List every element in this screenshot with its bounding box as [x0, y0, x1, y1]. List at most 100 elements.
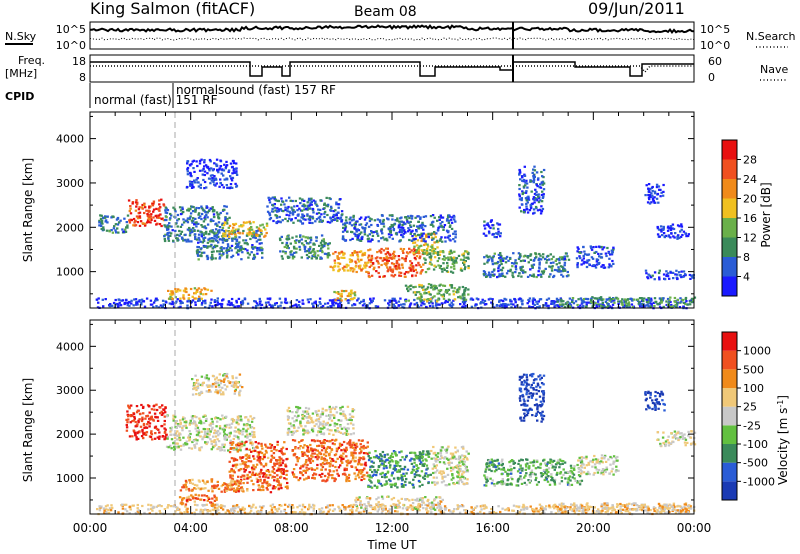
- data-cell: [433, 248, 437, 251]
- data-cell: [647, 193, 650, 197]
- data-cell: [534, 188, 537, 191]
- data-cell: [232, 162, 236, 165]
- data-cell: [238, 391, 241, 394]
- data-cell: [231, 447, 234, 450]
- data-cell: [194, 292, 197, 295]
- data-cell: [425, 287, 429, 291]
- data-cell: [518, 184, 521, 187]
- data-cell: [332, 304, 336, 307]
- data-cell: [645, 298, 648, 301]
- data-cell: [235, 238, 239, 241]
- data-cell: [588, 301, 591, 304]
- data-cell: [621, 504, 625, 507]
- data-cell: [110, 229, 113, 232]
- data-cell: [106, 221, 109, 224]
- data-cell: [349, 254, 352, 257]
- data-cell: [576, 507, 579, 510]
- data-cell: [438, 509, 441, 512]
- data-cell: [336, 216, 340, 220]
- data-cell: [221, 222, 224, 225]
- date-label: 09/Jun/2011: [588, 0, 685, 18]
- data-cell: [322, 240, 326, 243]
- data-cell: [193, 229, 196, 232]
- data-cell: [499, 258, 502, 262]
- data-cell: [434, 265, 437, 268]
- data-cell: [237, 242, 240, 245]
- data-cell: [527, 261, 530, 264]
- data-cell: [143, 511, 146, 515]
- data-cell: [415, 250, 418, 254]
- data-cell: [241, 301, 245, 304]
- data-cell: [660, 301, 663, 304]
- data-cell: [189, 432, 192, 436]
- data-cell: [542, 269, 546, 272]
- data-cell: [166, 228, 169, 231]
- data-cell: [352, 214, 355, 217]
- data-cell: [611, 504, 614, 507]
- data-cell: [446, 264, 449, 267]
- data-cell: [534, 252, 537, 255]
- data-cell: [218, 168, 221, 171]
- data-cell: [143, 211, 146, 215]
- data-cell: [213, 183, 216, 186]
- data-cell: [391, 271, 394, 274]
- data-cell: [239, 384, 242, 387]
- data-cell: [117, 231, 120, 234]
- data-cell: [406, 252, 410, 255]
- data-cell: [302, 203, 305, 206]
- data-cell: [257, 304, 260, 307]
- data-cell: [346, 269, 349, 272]
- data-cell: [626, 298, 630, 301]
- data-cell: [136, 221, 140, 224]
- data-cell: [346, 299, 349, 302]
- data-cell: [190, 182, 194, 185]
- data-cell: [240, 440, 244, 443]
- data-cell: [289, 242, 292, 245]
- data-cell: [228, 303, 232, 307]
- data-cell: [548, 506, 551, 509]
- data-cell: [240, 301, 243, 304]
- data-cell: [125, 510, 129, 513]
- data-cell: [414, 216, 417, 219]
- data-cell: [211, 446, 215, 449]
- data-cell: [330, 220, 333, 223]
- data-cell: [353, 225, 357, 228]
- data-cell: [419, 300, 422, 303]
- data-cell: [486, 261, 489, 264]
- data-cell: [443, 255, 446, 258]
- data-cell: [363, 253, 366, 256]
- data-cell: [430, 255, 433, 258]
- data-cell: [147, 220, 150, 223]
- data-cell: [434, 285, 438, 288]
- data-cell: [538, 208, 542, 211]
- data-cell: [461, 285, 465, 289]
- data-cell: [550, 269, 554, 272]
- data-cell: [357, 512, 361, 515]
- data-cell: [195, 206, 198, 210]
- data-cell: [404, 298, 408, 301]
- data-cell: [111, 304, 114, 307]
- data-cell: [433, 256, 437, 259]
- data-cell: [518, 297, 522, 300]
- data-cell: [247, 418, 250, 421]
- data-cell: [419, 255, 422, 258]
- data-cell: [190, 240, 193, 243]
- data-cell: [620, 302, 623, 305]
- data-cell: [398, 220, 401, 223]
- data-cell: [216, 503, 219, 506]
- data-cell: [314, 200, 317, 203]
- data-cell: [690, 297, 694, 300]
- data-cell: [529, 253, 533, 256]
- data-cell: [449, 510, 452, 513]
- data-cell: [503, 257, 506, 260]
- data-cell: [174, 506, 178, 509]
- data-cell: [527, 198, 531, 201]
- data-cell: [681, 233, 684, 237]
- data-cell: [210, 504, 213, 507]
- data-cell: [517, 506, 520, 509]
- data-cell: [196, 164, 199, 168]
- colorbar-tick-label: 8: [743, 251, 750, 264]
- data-cell: [248, 424, 252, 427]
- data-cell: [566, 255, 569, 258]
- data-cell: [187, 436, 190, 439]
